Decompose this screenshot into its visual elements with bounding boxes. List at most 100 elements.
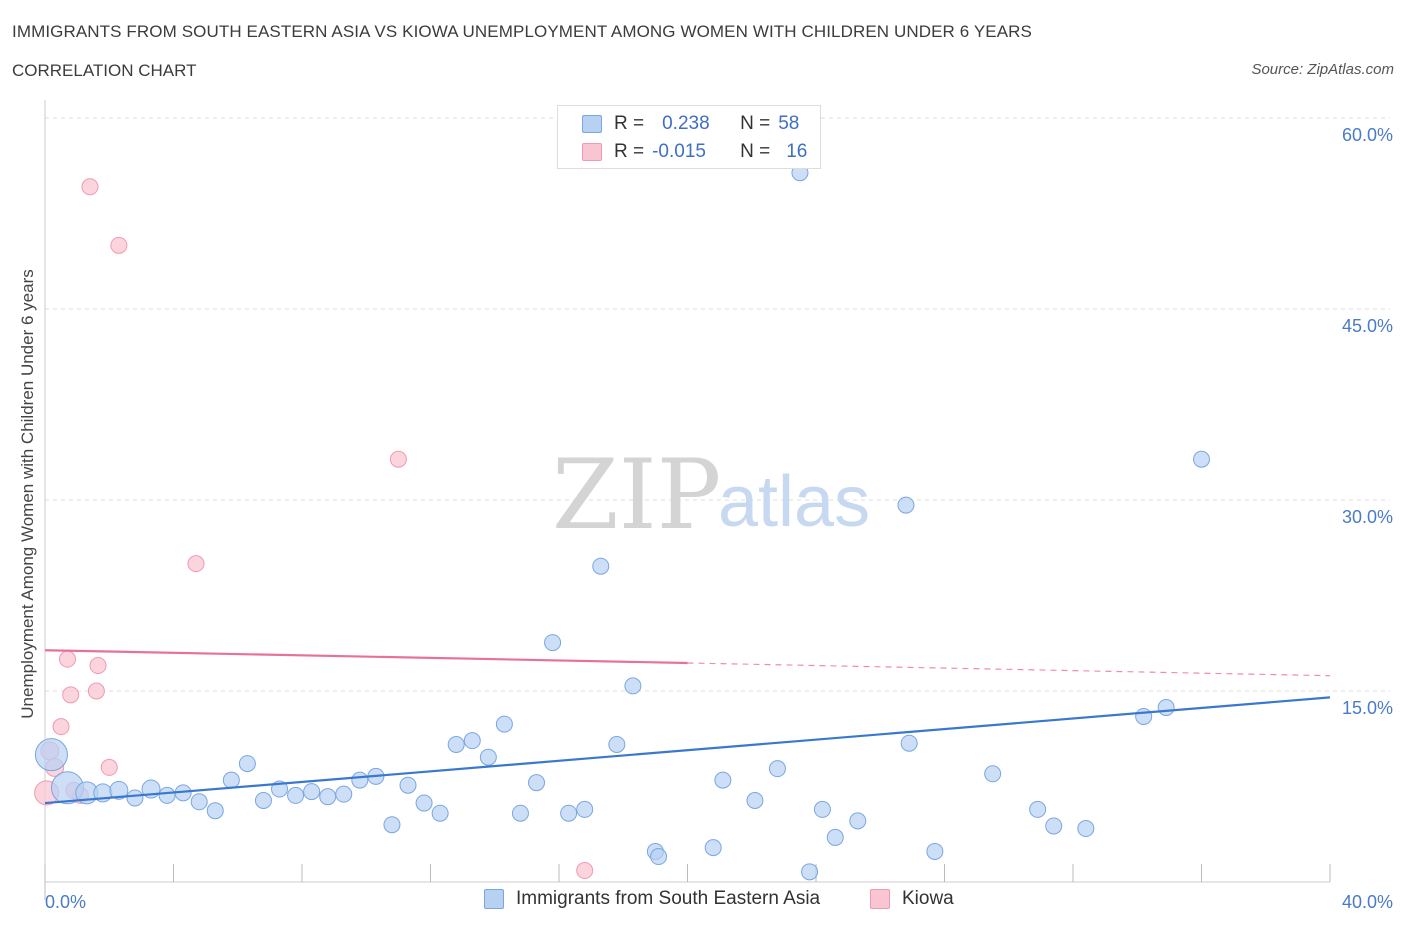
y-tick-label: 15.0% (1342, 698, 1393, 718)
kiowa-point (89, 657, 107, 675)
immigrants-point (479, 748, 497, 766)
legend-row-kiowa: R = -0.015 N = 16 (582, 140, 807, 164)
chart-title: IMMIGRANTS FROM SOUTH EASTERN ASIA VS KI… (12, 22, 1032, 41)
legend-r-label: R = (614, 113, 645, 134)
immigrants-point (383, 816, 401, 834)
immigrants-point (608, 735, 626, 753)
immigrants-point (34, 738, 68, 772)
x-tick-labels: 0.0% 40.0% (45, 892, 1393, 912)
kiowa-point (81, 178, 99, 196)
trend-lines (44, 649, 1331, 805)
bottom-legend-kiowa: Kiowa (870, 888, 954, 910)
immigrants-point (190, 793, 208, 811)
immigrants-point (624, 677, 642, 695)
y-tick-label: 60.0% (1342, 125, 1393, 145)
kiowa-point (52, 718, 70, 736)
immigrants-point (1157, 699, 1175, 717)
immigrants-point (704, 839, 722, 857)
kiowa-point (187, 555, 205, 573)
immigrants-point (222, 771, 240, 789)
kiowa-point (58, 650, 76, 668)
kiowa-trend-extension (687, 662, 1331, 677)
x-tick-label: 0.0% (45, 892, 86, 912)
immigrants-point (238, 755, 256, 773)
immigrants-points (34, 164, 1210, 881)
legend-row-immigrants: R = 0.238 N = 58 (582, 112, 799, 136)
immigrants-point (1029, 800, 1047, 818)
y-axis-label: Unemployment Among Women with Children U… (18, 269, 37, 718)
immigrants-point (1135, 707, 1153, 725)
y-tick-labels: 15.0% 30.0% 45.0% 60.0% (1342, 125, 1393, 718)
immigrants-point (650, 848, 668, 866)
y-tick-label: 30.0% (1342, 507, 1393, 527)
immigrants-point (592, 557, 610, 575)
legend-r-value: 0.238 (662, 113, 710, 134)
immigrants-point (528, 774, 546, 792)
watermark-atlas: atlas (718, 462, 870, 542)
immigrants-point (768, 760, 786, 778)
immigrants-point (746, 792, 764, 810)
watermark-zip: ZIP (552, 439, 721, 551)
immigrants-point (544, 634, 562, 652)
immigrants-point (399, 776, 417, 794)
immigrants-point (431, 804, 449, 822)
legend-swatch-pink (582, 143, 602, 161)
immigrants-point (849, 812, 867, 830)
immigrants-point (900, 734, 918, 752)
immigrants-point (560, 804, 578, 822)
legend-swatch-blue (582, 115, 602, 133)
kiowa-points (34, 178, 594, 880)
immigrants-point (463, 732, 481, 750)
immigrants-point (415, 794, 433, 812)
legend-n-label: N = (740, 113, 771, 134)
legend-r-label: R = (614, 141, 645, 162)
legend-n-value: 58 (778, 113, 800, 134)
immigrants-point (826, 828, 844, 846)
immigrants-point (254, 792, 272, 810)
immigrants-point (335, 785, 353, 803)
legend-n-label: N = (740, 141, 771, 162)
immigrants-point (511, 804, 529, 822)
kiowa-trend-line (44, 649, 688, 665)
bottom-legend-label: Immigrants from South Eastern Asia (516, 888, 821, 909)
immigrants-point (126, 789, 144, 807)
immigrants-point (351, 771, 369, 789)
legend-r-value: -0.015 (652, 141, 706, 162)
legend-n-value: 16 (786, 141, 808, 162)
immigrants-point (926, 842, 944, 860)
kiowa-point (100, 758, 118, 776)
source-label: Source: ZipAtlas.com (1251, 61, 1394, 78)
grid-lines (45, 117, 1390, 692)
immigrants-point (1045, 817, 1063, 835)
immigrants-point (206, 802, 224, 820)
immigrants-point (1077, 820, 1095, 838)
immigrants-point (801, 863, 819, 881)
immigrants-point (1193, 450, 1210, 468)
kiowa-point (389, 450, 407, 468)
immigrants-point (495, 715, 513, 733)
y-tick-label: 45.0% (1342, 316, 1393, 336)
kiowa-point (110, 236, 128, 254)
kiowa-point (87, 682, 105, 700)
correlation-legend: R = 0.238 N = 58 R = -0.015 N = 16 (557, 105, 821, 169)
immigrants-point (319, 788, 337, 806)
bottom-swatch-pink (870, 889, 890, 909)
immigrants-point (109, 780, 129, 800)
immigrants-point (897, 496, 915, 514)
bottom-swatch-blue (484, 889, 504, 909)
immigrants-point (813, 800, 831, 818)
immigrants-point (287, 786, 305, 804)
immigrants-point (984, 765, 1002, 783)
x-tick-label: 40.0% (1342, 892, 1393, 912)
immigrants-trend-line (44, 696, 1331, 805)
immigrants-point (447, 735, 465, 753)
chart-subtitle: CORRELATION CHART (12, 61, 197, 80)
immigrants-point (714, 771, 732, 789)
immigrants-point (303, 783, 321, 801)
immigrants-point (158, 786, 176, 804)
bottom-legend-label: Kiowa (902, 888, 954, 909)
kiowa-point (576, 862, 594, 880)
kiowa-point (62, 686, 80, 704)
bottom-legend-immigrants: Immigrants from South Eastern Asia (484, 888, 820, 910)
